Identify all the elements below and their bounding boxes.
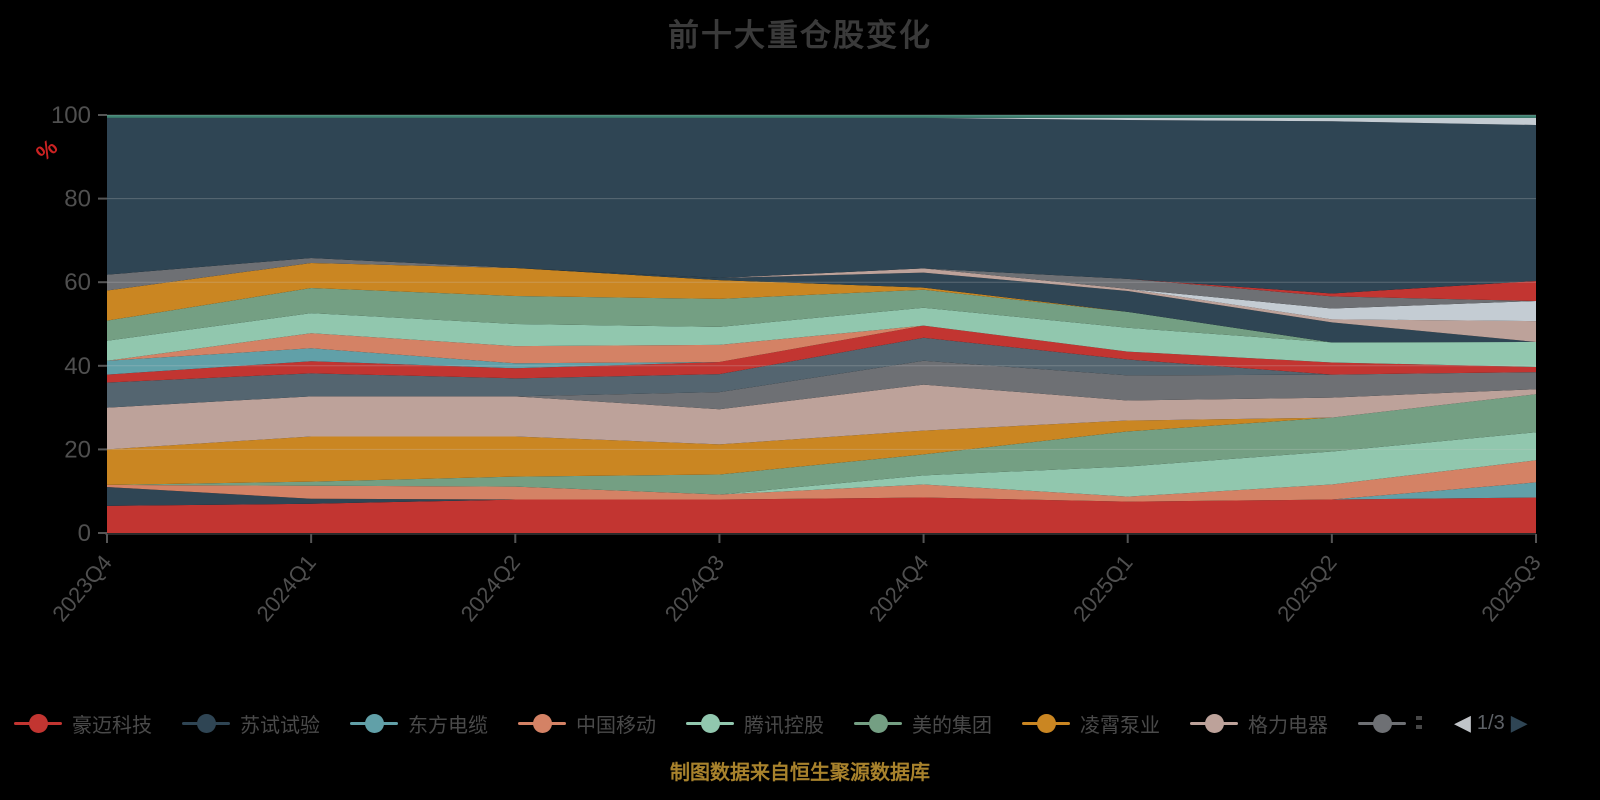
legend-item-苏试试验[interactable]: 苏试试验	[182, 709, 320, 738]
y-axis-label-80: 80	[64, 186, 91, 213]
x-axis-label-2024Q2: 2024Q2	[456, 550, 525, 626]
area-美的集团[interactable]	[107, 394, 1536, 495]
legend-label: 格力电器	[1248, 714, 1328, 737]
legend: 豪迈科技 苏试试验 东方电缆 中国移动 腾讯控股 美的集团 凌霄泵业 格力电器 ◀ 1/3 ▶	[14, 702, 1594, 744]
legend-line-marker	[686, 713, 734, 733]
area-series-20[interactable]	[107, 257, 1536, 309]
legend-dot-icon	[197, 713, 216, 733]
legend-line-marker	[518, 713, 566, 733]
legend-line-marker	[182, 713, 230, 733]
legend-dot-icon	[533, 713, 552, 733]
legend-label: 豪迈科技	[72, 714, 152, 737]
legend-line-marker	[1022, 713, 1070, 733]
y-axis-label-40: 40	[64, 353, 91, 380]
legend-line-marker	[14, 713, 62, 733]
area-腾讯控股[interactable]	[107, 432, 1536, 497]
area-series-22[interactable]	[107, 117, 1536, 294]
area-series-24[interactable]	[107, 115, 1536, 118]
legend-dot-icon	[701, 713, 720, 733]
area-series-14[interactable]	[107, 307, 1536, 368]
legend-label: 凌霄泵业	[1080, 714, 1160, 737]
x-axis-label-2023Q4: 2023Q4	[47, 550, 116, 626]
legend-dot-icon	[365, 713, 384, 733]
legend-label: 美的集团	[912, 714, 992, 737]
x-axis-label-2025Q3: 2025Q3	[1476, 550, 1545, 626]
legend-next-page-icon[interactable]: ▶	[1510, 710, 1528, 735]
area-豪迈科技[interactable]	[107, 497, 1536, 533]
x-axis-label-2024Q3: 2024Q3	[660, 550, 729, 626]
legend-item-9[interactable]	[1358, 713, 1422, 733]
legend-dot-icon	[1205, 713, 1224, 733]
legend-page-indicator: 1/3	[1476, 711, 1505, 734]
area-series-11[interactable]	[107, 325, 1536, 383]
legend-dot-icon	[869, 713, 888, 733]
legend-line-marker	[1358, 713, 1406, 733]
y-axis-label-100: 100	[51, 102, 91, 129]
legend-item-中国移动[interactable]: 中国移动	[518, 709, 656, 738]
area-series-10[interactable]	[107, 337, 1536, 408]
area-格力电器[interactable]	[107, 384, 1536, 450]
area-series-16[interactable]	[107, 262, 1536, 343]
legend-label: 苏试试验	[240, 714, 320, 737]
legend-label-clipped	[1416, 715, 1422, 731]
legend-item-豪迈科技[interactable]: 豪迈科技	[14, 709, 152, 738]
area-series-9[interactable]	[107, 360, 1536, 410]
y-axis-label-20: 20	[64, 436, 91, 463]
legend-dot-icon	[1037, 713, 1056, 733]
area-series-17[interactable]	[107, 262, 1536, 343]
x-axis-label-2025Q1: 2025Q1	[1068, 550, 1137, 626]
legend-label: 东方电缆	[408, 714, 488, 737]
y-axis-label-60: 60	[64, 269, 91, 296]
area-series-19[interactable]	[107, 262, 1536, 322]
legend-label: 中国移动	[576, 714, 656, 737]
area-series-23[interactable]	[107, 117, 1536, 126]
footer-note: 制图数据来自恒生聚源数据库	[670, 762, 930, 784]
legend-line-marker	[350, 713, 398, 733]
area-苏试试验[interactable]	[107, 487, 1536, 506]
chart-title: 前十大重仓股变化	[668, 18, 932, 53]
legend-item-格力电器[interactable]: 格力电器	[1190, 709, 1328, 738]
y-axis-name: %	[31, 134, 62, 166]
area-series-12[interactable]	[107, 325, 1536, 375]
legend-line-marker	[854, 713, 902, 733]
legend-line-marker	[1190, 713, 1238, 733]
legend-item-凌霄泵业[interactable]: 凌霄泵业	[1022, 709, 1160, 738]
area-凌霄泵业[interactable]	[107, 394, 1536, 485]
x-axis-label-2024Q4: 2024Q4	[864, 550, 933, 626]
legend-item-东方电缆[interactable]: 东方电缆	[350, 709, 488, 738]
y-axis-label-0: 0	[78, 520, 91, 547]
stacked-area-chart: 0 20 40 60 80 100% 2023Q4 2024Q1 2024Q2 2024Q3 202…	[31, 102, 1546, 626]
legend-dot-icon	[1373, 713, 1392, 733]
legend-pager: ◀ 1/3 ▶	[1454, 712, 1528, 735]
area-series-13[interactable]	[107, 325, 1536, 368]
area-series-15[interactable]	[107, 288, 1536, 343]
x-axis-label-2025Q2: 2025Q2	[1272, 550, 1341, 626]
area-中国移动[interactable]	[107, 460, 1536, 502]
area-series-21[interactable]	[107, 257, 1536, 302]
legend-prev-page-icon[interactable]: ◀	[1454, 710, 1471, 735]
x-axis-label-2024Q1: 2024Q1	[251, 550, 320, 626]
legend-item-腾讯控股[interactable]: 腾讯控股	[686, 709, 824, 738]
legend-dot-icon	[29, 713, 48, 733]
legend-item-美的集团[interactable]: 美的集团	[854, 709, 992, 738]
legend-label: 腾讯控股	[744, 714, 824, 737]
